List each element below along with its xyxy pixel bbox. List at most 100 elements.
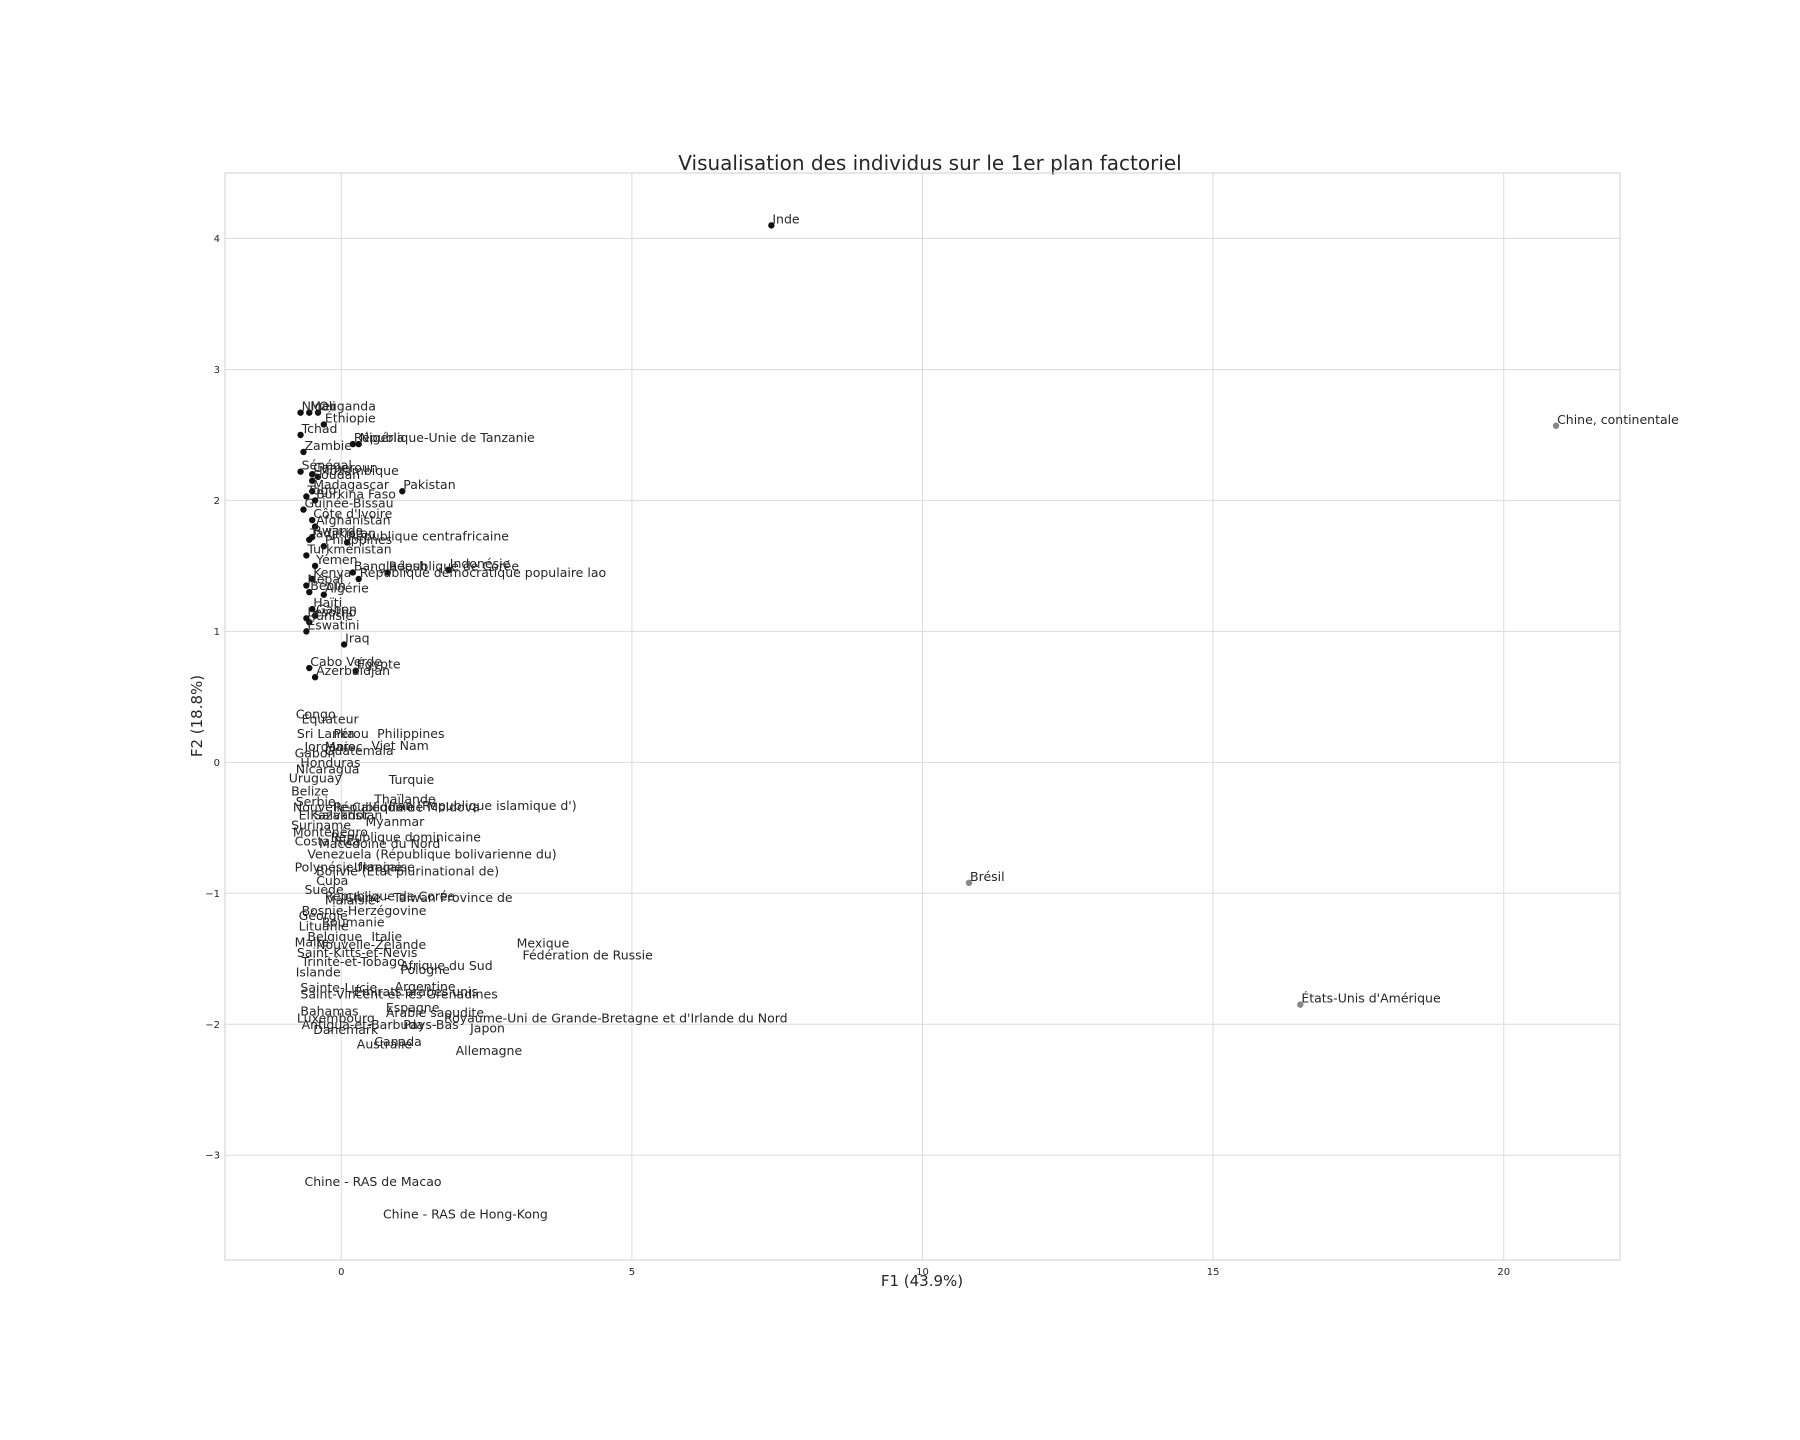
x-tick-label: 5 <box>629 1267 635 1278</box>
point-label: Maroc <box>325 739 363 754</box>
point-labels: Inde Chine, continentale Brésil États-Unis … <box>289 211 1679 1221</box>
point-label: Honduras <box>300 755 360 770</box>
point-label: Belize <box>291 784 329 799</box>
y-tick-label: 4 <box>214 234 220 245</box>
y-axis-label: F2 (18.8%) <box>188 675 206 757</box>
data-point <box>311 497 319 504</box>
point-label: Venezuela (République bolivarienne du) <box>307 847 556 862</box>
point-label: Madagascar <box>313 477 390 492</box>
data-point <box>297 409 304 416</box>
point-label: Égypte <box>357 657 401 672</box>
data-point <box>349 440 357 448</box>
point-label: Saint-Vincent-et-les Grenadines <box>300 987 497 1002</box>
point-label: Ouganda <box>319 399 376 414</box>
point-label: Chine, continentale <box>1557 412 1679 427</box>
point-label: États-Unis d'Amérique <box>1301 991 1441 1006</box>
point-label: Sénégal <box>302 458 352 473</box>
point-label: Turquie <box>388 772 435 787</box>
point-label: Suède <box>304 882 343 897</box>
point-label: Chine - Taiwan Province de <box>345 890 513 905</box>
point-label: Danemark <box>313 1022 379 1037</box>
data-point <box>355 575 362 583</box>
point-label: République de Moldova <box>334 799 480 814</box>
data-point <box>308 488 316 495</box>
data-point <box>306 619 313 626</box>
point-label: Cameroun <box>313 460 378 475</box>
point-label: Argentine <box>395 979 456 994</box>
data-point <box>1297 1001 1304 1008</box>
point-label: Mexique <box>517 936 570 951</box>
data-point <box>306 536 313 543</box>
point-label: République centrafricaine <box>348 528 509 543</box>
point-label: Togo <box>306 482 336 497</box>
point-label: Éthiopie <box>325 410 376 425</box>
data-point <box>297 431 304 439</box>
data-point <box>384 569 391 576</box>
point-label: Nicaragua <box>296 761 360 776</box>
point-label: Haïti <box>313 595 342 610</box>
x-tick-label: 15 <box>1207 1267 1220 1278</box>
point-label: Niger <box>302 399 336 414</box>
data-point <box>311 674 319 681</box>
point-label: Chine - RAS de Macao <box>304 1174 441 1189</box>
point-label: Trinité-et-Tobago <box>301 954 405 969</box>
point-label: Royaume-Uni de Grande-Bretagne et d'Irla… <box>444 1010 788 1025</box>
point-label: El Salvador <box>299 807 370 822</box>
point-label: République dominicaine <box>331 830 482 845</box>
data-point <box>314 409 322 416</box>
point-label: Tunisie <box>309 608 353 623</box>
point-label: Saint-Kitts-et-Nevis <box>297 945 417 960</box>
data-point <box>320 543 328 550</box>
point-label: Soudan <box>313 467 360 482</box>
point-label: Guatemala <box>325 743 394 758</box>
point-label: Uruguay <box>289 771 343 786</box>
data-point <box>308 477 316 484</box>
point-label: Ukraine <box>354 860 403 875</box>
point-label: Bénin <box>310 578 346 593</box>
point-label: Thaïlande <box>373 792 436 807</box>
point-label: Australie <box>357 1036 413 1051</box>
point-label: Suriname <box>291 818 351 833</box>
point-label: Yémen <box>315 552 357 567</box>
point-label: Iran (République islamique d') <box>389 798 577 813</box>
data-point <box>320 591 328 598</box>
x-tick-label: 0 <box>338 1267 344 1278</box>
x-tick-label: 20 <box>1497 1267 1510 1278</box>
data-point <box>303 628 310 635</box>
data-point <box>300 506 307 513</box>
point-label: Espagne <box>386 1000 440 1015</box>
point-label: Costa Rica <box>295 833 361 848</box>
point-label: Italie <box>371 929 402 944</box>
data-point <box>311 562 319 570</box>
data-point <box>303 552 310 559</box>
point-label: Philippines <box>377 726 444 741</box>
point-label: Sri Lanka <box>297 726 355 741</box>
point-label: Rwanda <box>313 523 363 538</box>
point-label: Burkina Faso <box>316 486 396 501</box>
data-point <box>340 641 348 648</box>
point-label: Japon <box>469 1021 505 1036</box>
data-point <box>355 440 362 448</box>
point-label: Guinée-Bissau <box>304 496 393 511</box>
point-label: Tadjikistan <box>309 526 376 541</box>
data-point <box>768 222 775 229</box>
data-point <box>349 569 357 576</box>
data-point <box>306 409 313 416</box>
point-label: Malaisie <box>325 892 376 907</box>
point-label: Afghanistan <box>316 513 390 528</box>
point-label: Lesotho <box>307 604 356 619</box>
point-label: Cuba <box>316 873 348 888</box>
point-label: Islande <box>296 964 341 979</box>
point-label: Nouvelle-Calédonie <box>293 799 415 814</box>
data-point <box>306 664 313 672</box>
point-label: Tchad <box>301 421 338 436</box>
data-point <box>311 612 319 619</box>
point-label: Kenya <box>313 565 351 580</box>
point-label: Brésil <box>970 869 1005 884</box>
point-label: Iraq <box>345 630 369 645</box>
y-tick-label: 3 <box>214 365 220 376</box>
point-label: Myanmar <box>366 814 426 829</box>
chart-title: Visualisation des individus sur le 1er p… <box>678 151 1181 175</box>
point-label: Belgique <box>307 929 362 944</box>
